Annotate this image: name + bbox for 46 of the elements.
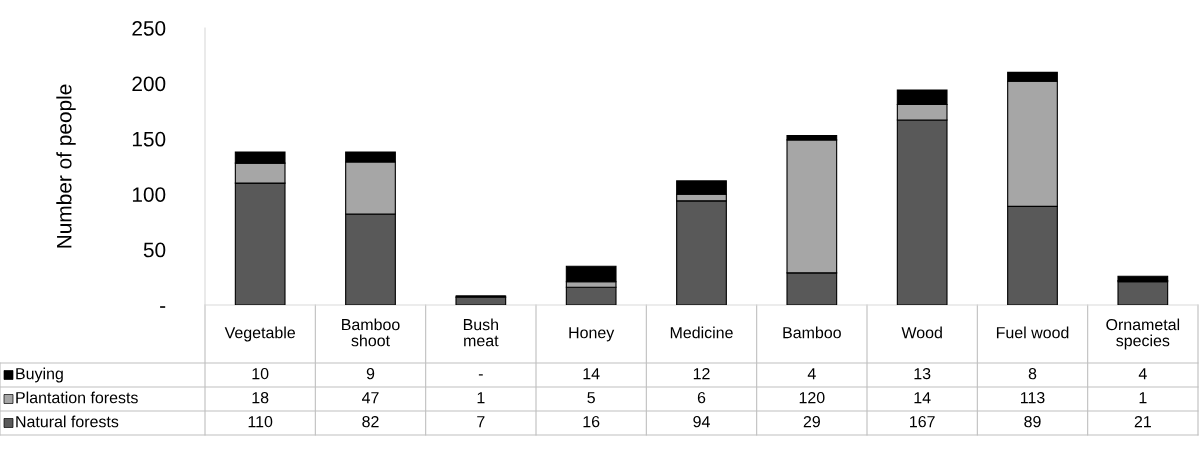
y-tick-label: 200 — [132, 76, 166, 92]
data-label: 1 — [477, 392, 485, 404]
data-label: 47 — [361, 392, 379, 404]
x-tick-label: Bush meat — [463, 318, 499, 347]
x-tick-label: Wood — [901, 326, 942, 339]
data-label: 14 — [583, 368, 600, 380]
data-label: 9 — [366, 367, 375, 380]
data-label: 29 — [803, 415, 820, 428]
x-tick-label: Bamboo shoot — [342, 318, 400, 347]
legend-label: Buying — [16, 367, 63, 383]
x-tick-label: Vegetable — [224, 326, 295, 342]
x-tick-label: Bamboo — [783, 326, 841, 339]
x-tick-label: Ornametal species — [1106, 318, 1180, 350]
y-tick-label: 150 — [132, 131, 166, 147]
data-label: 167 — [910, 415, 935, 428]
data-label: 4 — [807, 368, 816, 380]
x-tick-label: Fuel wood — [996, 326, 1069, 339]
data-label: 82 — [362, 415, 379, 428]
data-label: 120 — [799, 391, 825, 404]
data-label: 5 — [587, 392, 595, 404]
data-label: 16 — [583, 415, 600, 428]
y-tick-label: 100 — [132, 187, 166, 202]
data-label: 10 — [252, 367, 269, 380]
legend-label: Plantation forests — [16, 391, 138, 404]
y-tick-label: 250 — [132, 21, 166, 36]
data-label: 89 — [1024, 415, 1041, 428]
x-tick-label: Honey — [569, 327, 615, 342]
data-label: 4 — [1138, 368, 1147, 380]
data-label: 1 — [1139, 392, 1147, 404]
data-label: 12 — [693, 367, 710, 380]
data-label: 14 — [914, 392, 931, 404]
data-label: - — [478, 374, 483, 376]
data-label: 110 — [248, 415, 273, 428]
y-tick-label: - — [160, 306, 166, 308]
data-label: 6 — [697, 391, 706, 404]
data-label: 7 — [477, 416, 485, 428]
data-label: 21 — [1134, 415, 1151, 428]
y-axis-title: Number of people — [56, 84, 76, 248]
data-label: 8 — [1028, 367, 1037, 380]
data-label: 18 — [252, 391, 269, 404]
y-tick-label: 50 — [143, 242, 166, 258]
x-tick-label: Medicine — [670, 326, 733, 339]
data-label: 13 — [914, 367, 931, 380]
data-label: 113 — [1020, 391, 1045, 404]
legend-label: Natural forests — [16, 415, 119, 428]
data-label: 94 — [693, 415, 710, 428]
